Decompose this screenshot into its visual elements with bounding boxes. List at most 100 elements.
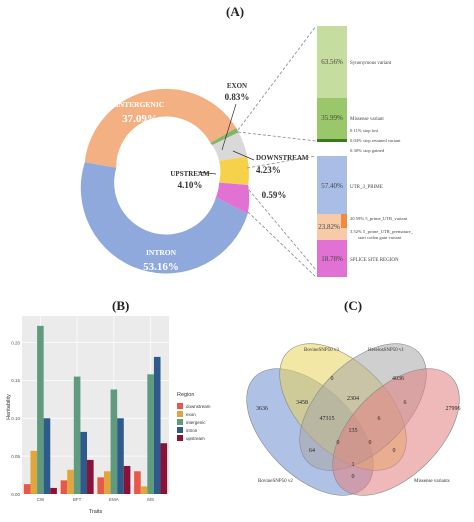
venn-count-v2-hereios-missense: 0	[369, 440, 372, 446]
legend-swatch-upstream	[177, 435, 183, 441]
bar-intergenic-BFT	[73, 376, 81, 494]
legend-label-intergenic: intergenic	[186, 420, 206, 425]
y-tick-label: 0.20	[11, 340, 20, 345]
y-tick-label: 0.00	[11, 492, 20, 497]
dashed-connectors	[237, 25, 317, 278]
exon-missense-label: Missense variant	[350, 117, 384, 122]
exon-stoplost-label: 0.11% stop lost	[350, 128, 379, 133]
label-splice-pct: 0.59%	[262, 190, 287, 200]
utr5-premature-label: 3.52% 5_prime_UTR_premature_	[350, 229, 414, 234]
legend-label-exon: exon	[186, 412, 196, 417]
legend-swatch-intergenic	[177, 419, 183, 425]
bar-exon-EMA	[103, 471, 111, 494]
venn-count-v3-missense: 1	[352, 462, 355, 468]
label-exon-pct: 0.83%	[225, 92, 250, 102]
venn-count-v2-v3-missense: 0	[393, 448, 396, 454]
donut-labels: INTERGENIC 37.09% INTRON 53.16% UPSTREAM…	[116, 82, 309, 273]
splice-pct: 18.78%	[321, 255, 343, 263]
donut-slice-downstream	[212, 132, 248, 161]
panel-b-chart: 0.00 0.05 0.10 0.15 0.20 CW BFT EMA MS Heritabil…	[6, 316, 211, 515]
y-tick-label: 0.10	[11, 416, 20, 421]
utr5-premature-label-2: start codon gain variant	[358, 235, 402, 240]
label-upstream-pct: 4.10%	[178, 180, 203, 190]
legend-swatch-exon	[177, 411, 183, 417]
bar-exon-BFT	[67, 469, 74, 494]
bar-exon-CW	[30, 450, 38, 494]
venn-ellipses	[246, 343, 460, 496]
venn-count-v2-v3-hereios-missense: 0	[352, 474, 355, 480]
legend: Region downstream exon intergenic intron ups…	[177, 392, 211, 441]
utr5-pct: 23.82%	[318, 223, 340, 231]
label-intron-name: INTRON	[146, 248, 177, 257]
label-intergenic-name: INTERGENIC	[116, 100, 164, 109]
legend-swatch-downstream	[177, 403, 183, 409]
venn-count-v2-missense: 64	[309, 448, 315, 454]
label-upstream-name: UPSTREAM	[170, 170, 210, 178]
y-axis-label: Heritability	[6, 394, 12, 420]
venn-count-v3-only: 0	[331, 376, 334, 382]
label-intron-pct: 53.16%	[143, 261, 179, 273]
donut-slice-intergenic	[84, 88, 237, 168]
y-tick-label: 0.15	[11, 378, 20, 383]
venn-set-missense	[332, 368, 460, 496]
venn-count-hereios-missense: 6	[404, 400, 407, 406]
y-tick-label: 0.05	[11, 454, 20, 459]
bar-upstream-MS	[160, 443, 168, 494]
x-axis-label: Traits	[89, 509, 103, 515]
donut-slice-exon	[210, 128, 239, 146]
bar-intergenic-CW	[37, 325, 44, 494]
bar-intron-EMA	[117, 418, 124, 494]
venn-count-hereios-only: 4036	[392, 376, 404, 382]
venn-label-bovine-v2: BovineSNP50 v2	[258, 479, 293, 484]
venn-label-hereios-v1: HereiosSNP50 v1	[368, 348, 404, 353]
venn-count-v2-only: 3636	[256, 406, 268, 412]
bar-intergenic-MS	[147, 374, 154, 494]
bar-intron-BFT	[80, 431, 88, 494]
bar-downstream-CW	[23, 484, 31, 494]
legend-label-upstream: upstream	[186, 436, 205, 441]
utr3-label: UTR_3_PRIME	[350, 185, 383, 190]
exon-synonymous-pct: 63.56%	[321, 58, 343, 66]
venn-set-labels: BovineSNP50 v3 HereiosSNP50 v1 BovineSNP…	[258, 348, 450, 484]
exon-stopretained-label: 0.04% stop retained variant	[350, 138, 401, 143]
splice-breakdown-bar: 18.78% SPLICE SITE REGION	[317, 240, 399, 277]
x-tick-label: EMA	[109, 497, 119, 502]
donut-leaders	[197, 103, 255, 175]
exon-missense-pct: 35.99%	[321, 114, 343, 122]
bar-intron-CW	[43, 418, 51, 494]
venn-count-v3-hereios-missense: 6	[378, 416, 381, 422]
utr5-variant-label: 20.59% 5_prime_UTR_variant	[350, 216, 408, 221]
label-exon-name: EXON	[227, 82, 247, 90]
venn-count-v2-v3: 3458	[296, 400, 308, 406]
x-tick-label: MS	[147, 497, 154, 502]
exon-stopgained-label: 0.30% stop gained	[350, 148, 385, 153]
utr3-pct: 57.40%	[321, 182, 343, 190]
donut-slice-upstream	[219, 156, 249, 185]
venn-count-all: 135	[349, 428, 358, 434]
bar-downstream-BFT	[60, 480, 68, 494]
bar-exon-MS	[140, 486, 148, 494]
panel-a-label: (A)	[226, 4, 245, 19]
venn-count-missense-only: 27996	[446, 406, 461, 412]
donut-slice-intron	[80, 162, 248, 274]
panel-b-label: (B)	[112, 298, 130, 313]
bar-upstream-CW	[50, 487, 57, 494]
legend-label-intron: intron	[186, 428, 198, 433]
bar-intron-MS	[153, 356, 161, 494]
venn-label-bovine-v3: BovineSNP50 v3	[304, 348, 339, 353]
bar-downstream-EMA	[97, 477, 104, 494]
axes: 0.00 0.05 0.10 0.15 0.20 CW BFT EMA MS	[11, 340, 154, 502]
panel-a-figure: INTERGENIC 37.09% INTRON 53.16% UPSTREAM…	[80, 25, 414, 278]
utr-breakdown-bar: 57.40% 23.82% UTR_3_PRIME 20.59% 5_prime…	[317, 156, 414, 240]
exon-synonymous-label: Synonymous variant	[350, 61, 392, 66]
donut-slice-splice	[215, 182, 250, 214]
label-downstream-name: DOWNSTREAM	[256, 154, 309, 162]
donut-chart	[80, 88, 250, 274]
venn-count-v3-hereios: 2304	[347, 396, 359, 402]
panel-c-label: (C)	[344, 298, 363, 313]
bar-intergenic-EMA	[110, 389, 118, 494]
label-downstream-pct: 4.23%	[256, 165, 281, 175]
venn-label-missense: Missense variants	[414, 479, 450, 484]
legend-label-downstream: downstream	[186, 404, 211, 409]
x-tick-label: BFT	[73, 497, 82, 502]
